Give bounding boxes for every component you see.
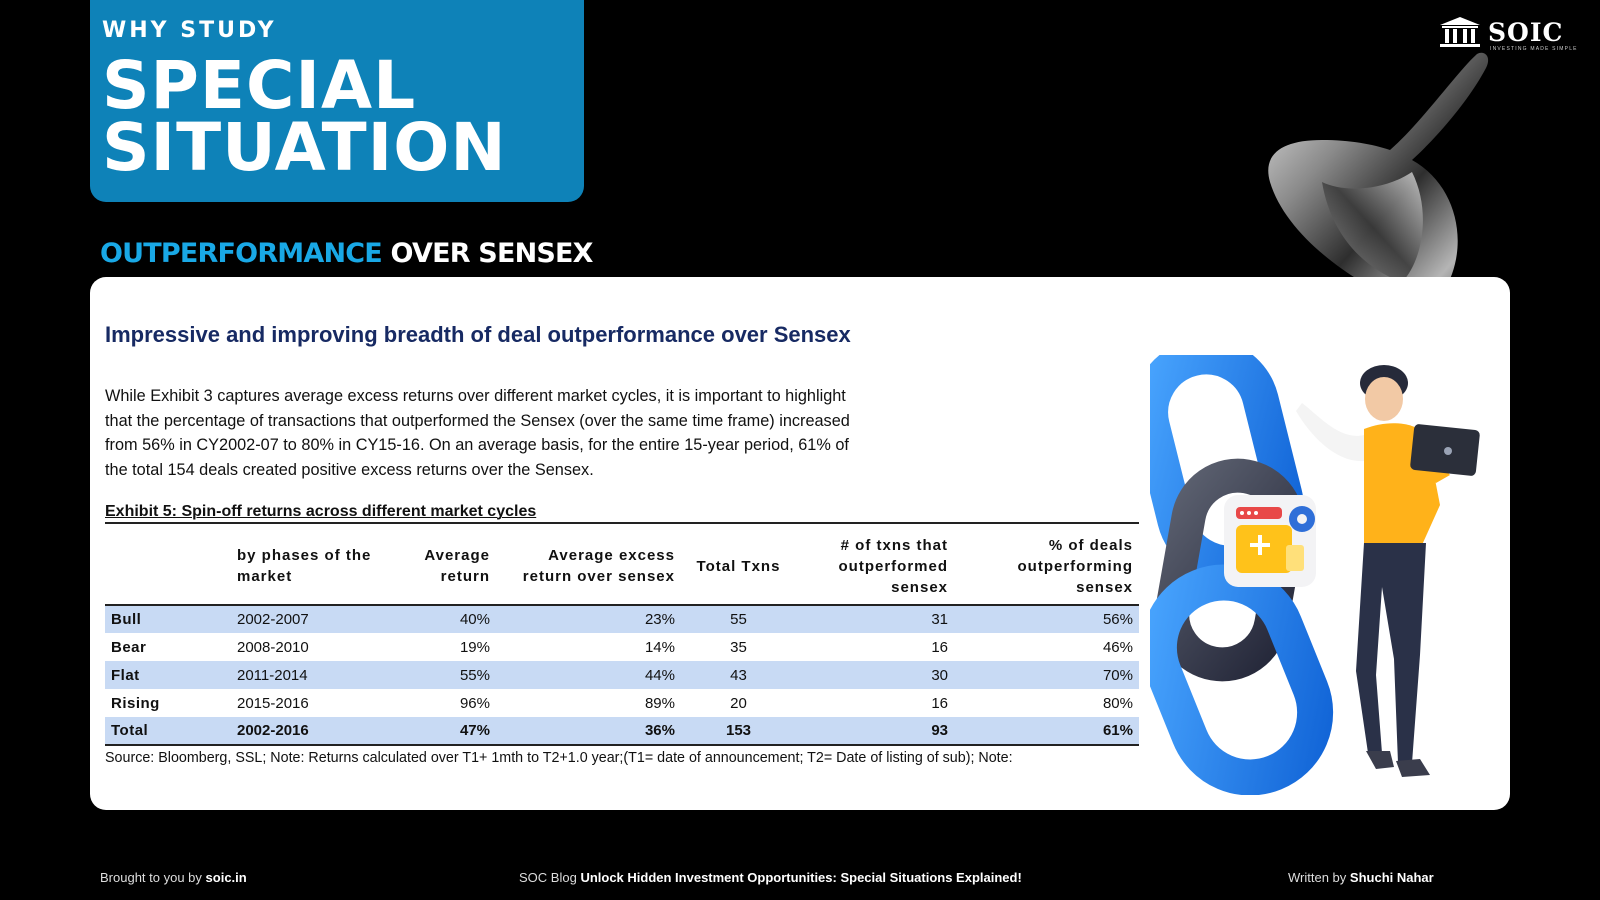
brand-name: SOIC	[1488, 18, 1564, 47]
table-cell: 35	[730, 638, 747, 656]
table-cell: Bull	[105, 605, 231, 633]
table-header: Average return	[381, 528, 496, 606]
table-cell: 61%	[954, 717, 1139, 746]
table-total-row: Total 2002-2016 47% 36% 153 93 61%	[105, 717, 1139, 746]
table-cell: 14%	[644, 638, 675, 656]
table-cell: 56%	[954, 605, 1139, 633]
table-cell: 19%	[459, 638, 490, 656]
app-window-icon	[1224, 495, 1316, 587]
table-cell: 89%	[644, 694, 675, 712]
table-cell: 40%	[381, 605, 496, 633]
table-cell: 93	[796, 717, 954, 746]
table-row: Rising 2015-2016 96% 89% 20 16 80%	[105, 689, 1139, 717]
content-heading: Impressive and improving breadth of deal…	[105, 322, 851, 347]
table-cell: 47%	[381, 717, 496, 746]
table-cell: 55	[681, 605, 796, 633]
table-cell: 2011-2014	[231, 661, 381, 689]
table-row: Bull 2002-2007 40% 23% 55 31 56%	[105, 605, 1139, 633]
footer-author: Written by Shuchi Nahar	[1288, 870, 1434, 885]
spinning-top-icon	[1268, 52, 1489, 296]
person-with-laptop-icon	[1296, 365, 1480, 777]
table-cell: 70%	[954, 661, 1139, 689]
table-header: Total Txns	[681, 528, 796, 606]
footer-author-name: Shuchi Nahar	[1349, 870, 1434, 885]
table-cell: 2008-2010	[237, 638, 309, 656]
table-cell: 46%	[1102, 638, 1133, 656]
institution-icon	[1440, 17, 1480, 47]
table-row: Bear 2008-2010 19% 14% 35 16 46%	[105, 633, 1139, 661]
title-line-2: SITUATION	[102, 109, 507, 186]
footer-left-prefix: Brought to you by	[100, 870, 202, 885]
table-cell: Flat	[105, 661, 231, 689]
subheading-accent: OUTPERFORMANCE	[100, 238, 383, 269]
table-source-note: Source: Bloomberg, SSL; Note: Returns ca…	[105, 750, 1013, 766]
footer-blog-title: SOC Blog Unlock Hidden Investment Opport…	[519, 870, 1022, 885]
table-cell: 30	[796, 661, 954, 689]
table-header: # of txns that outperformed sensex	[796, 528, 954, 606]
subheading-rest: OVER SENSEX	[390, 238, 594, 269]
footer-site-link[interactable]: soic.in	[205, 870, 247, 885]
table-header: % of deals outperforming sensex	[954, 528, 1139, 606]
table-header	[105, 528, 231, 606]
table-cell: 96%	[459, 694, 490, 712]
table-header: by phases of the market	[231, 528, 381, 606]
table-cell: 36%	[496, 717, 681, 746]
table-cell: 2002-2016	[231, 717, 381, 746]
table-cell: 20	[730, 694, 747, 712]
table-header-row: by phases of the market Average return A…	[105, 528, 1139, 606]
content-body: While Exhibit 3 captures average excess …	[105, 387, 850, 479]
footer-mid-prefix: SOC Blog	[519, 870, 577, 885]
table-cell: 44%	[496, 661, 681, 689]
footer-credit-left: Brought to you by soic.in	[100, 870, 247, 885]
table-cell: 23%	[496, 605, 681, 633]
table-cell: 2015-2016	[237, 694, 309, 712]
brand-tagline: INVESTING MADE SIMPLE	[1490, 46, 1578, 52]
page-title: SPECIAL SITUATION	[102, 47, 584, 186]
footer-right-prefix: Written by	[1288, 870, 1347, 885]
returns-table: by phases of the market Average return A…	[105, 528, 1139, 746]
table-cell: 80%	[1102, 694, 1133, 712]
exhibit-divider	[105, 522, 1139, 524]
table-cell: 153	[681, 717, 796, 746]
table-cell: 16	[931, 638, 948, 656]
kicker-text: WHY STUDY	[102, 18, 277, 43]
soic-logo: SOIC INVESTING MADE SIMPLE	[1436, 16, 1586, 52]
title-line-1: SPECIAL	[102, 47, 417, 124]
table-header: Average excess return over sensex	[496, 528, 681, 606]
table-row: Flat 2011-2014 55% 44% 43 30 70%	[105, 661, 1139, 689]
table-cell: Total	[105, 717, 231, 746]
footer-article-title: Unlock Hidden Investment Opportunities: …	[580, 870, 1022, 885]
table-cell: Bear	[111, 638, 147, 656]
section-subheading: OUTPERFORMANCE OVER SENSEX	[100, 238, 594, 269]
table-cell: Rising	[111, 694, 160, 712]
exhibit-title: Exhibit 5: Spin-off returns across diffe…	[105, 503, 537, 520]
chain-link-icon	[1150, 564, 1334, 795]
table-cell: 43	[681, 661, 796, 689]
chain-and-person-illustration	[1150, 355, 1480, 795]
table-cell: 2002-2007	[231, 605, 381, 633]
table-cell: 31	[796, 605, 954, 633]
table-cell: 55%	[381, 661, 496, 689]
title-banner: WHY STUDY SPECIAL SITUATION	[90, 0, 584, 202]
table-cell: 16	[931, 694, 948, 712]
